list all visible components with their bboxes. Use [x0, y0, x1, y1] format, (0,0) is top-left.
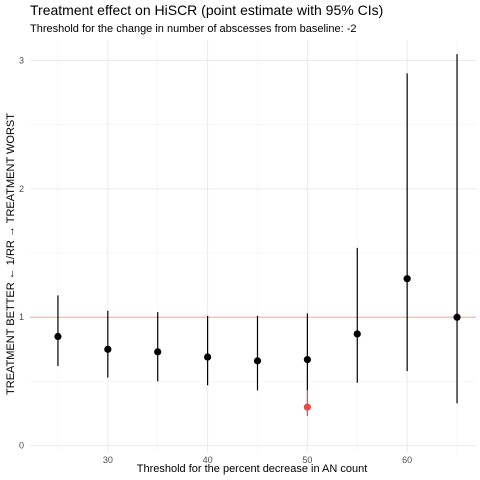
chart-subtitle: Threshold for the change in number of ab… [30, 23, 357, 35]
data-point [253, 357, 262, 365]
y-axis-title: TREATMENT BETTER ← 1/RR → TREATMENT WORS… [5, 113, 17, 395]
data-points [54, 54, 461, 417]
data-point [104, 345, 112, 353]
data-point [54, 332, 62, 341]
x-tick-label: 30 [103, 455, 113, 465]
chart-title: Treatment effect on HiSCR (point estimat… [30, 2, 383, 18]
data-point [353, 330, 361, 338]
x-tick-label: 40 [203, 455, 213, 465]
grid [30, 40, 476, 452]
data-point [453, 313, 461, 321]
data-point [154, 348, 162, 356]
highlight-point [303, 403, 311, 411]
y-tick-label: 2 [19, 184, 24, 194]
tick-labels: 30 40 50 60 0 1 2 3 [19, 56, 412, 465]
data-point [303, 355, 311, 364]
y-tick-label: 3 [19, 56, 24, 66]
y-tick-label: 0 [19, 441, 24, 451]
x-tick-label: 60 [402, 455, 412, 465]
x-axis-title: Threshold for the percent decrease in AN… [137, 463, 368, 475]
data-point [403, 275, 411, 283]
data-point [204, 353, 212, 361]
y-tick-label: 1 [19, 312, 24, 322]
x-tick-label: 50 [302, 455, 312, 465]
